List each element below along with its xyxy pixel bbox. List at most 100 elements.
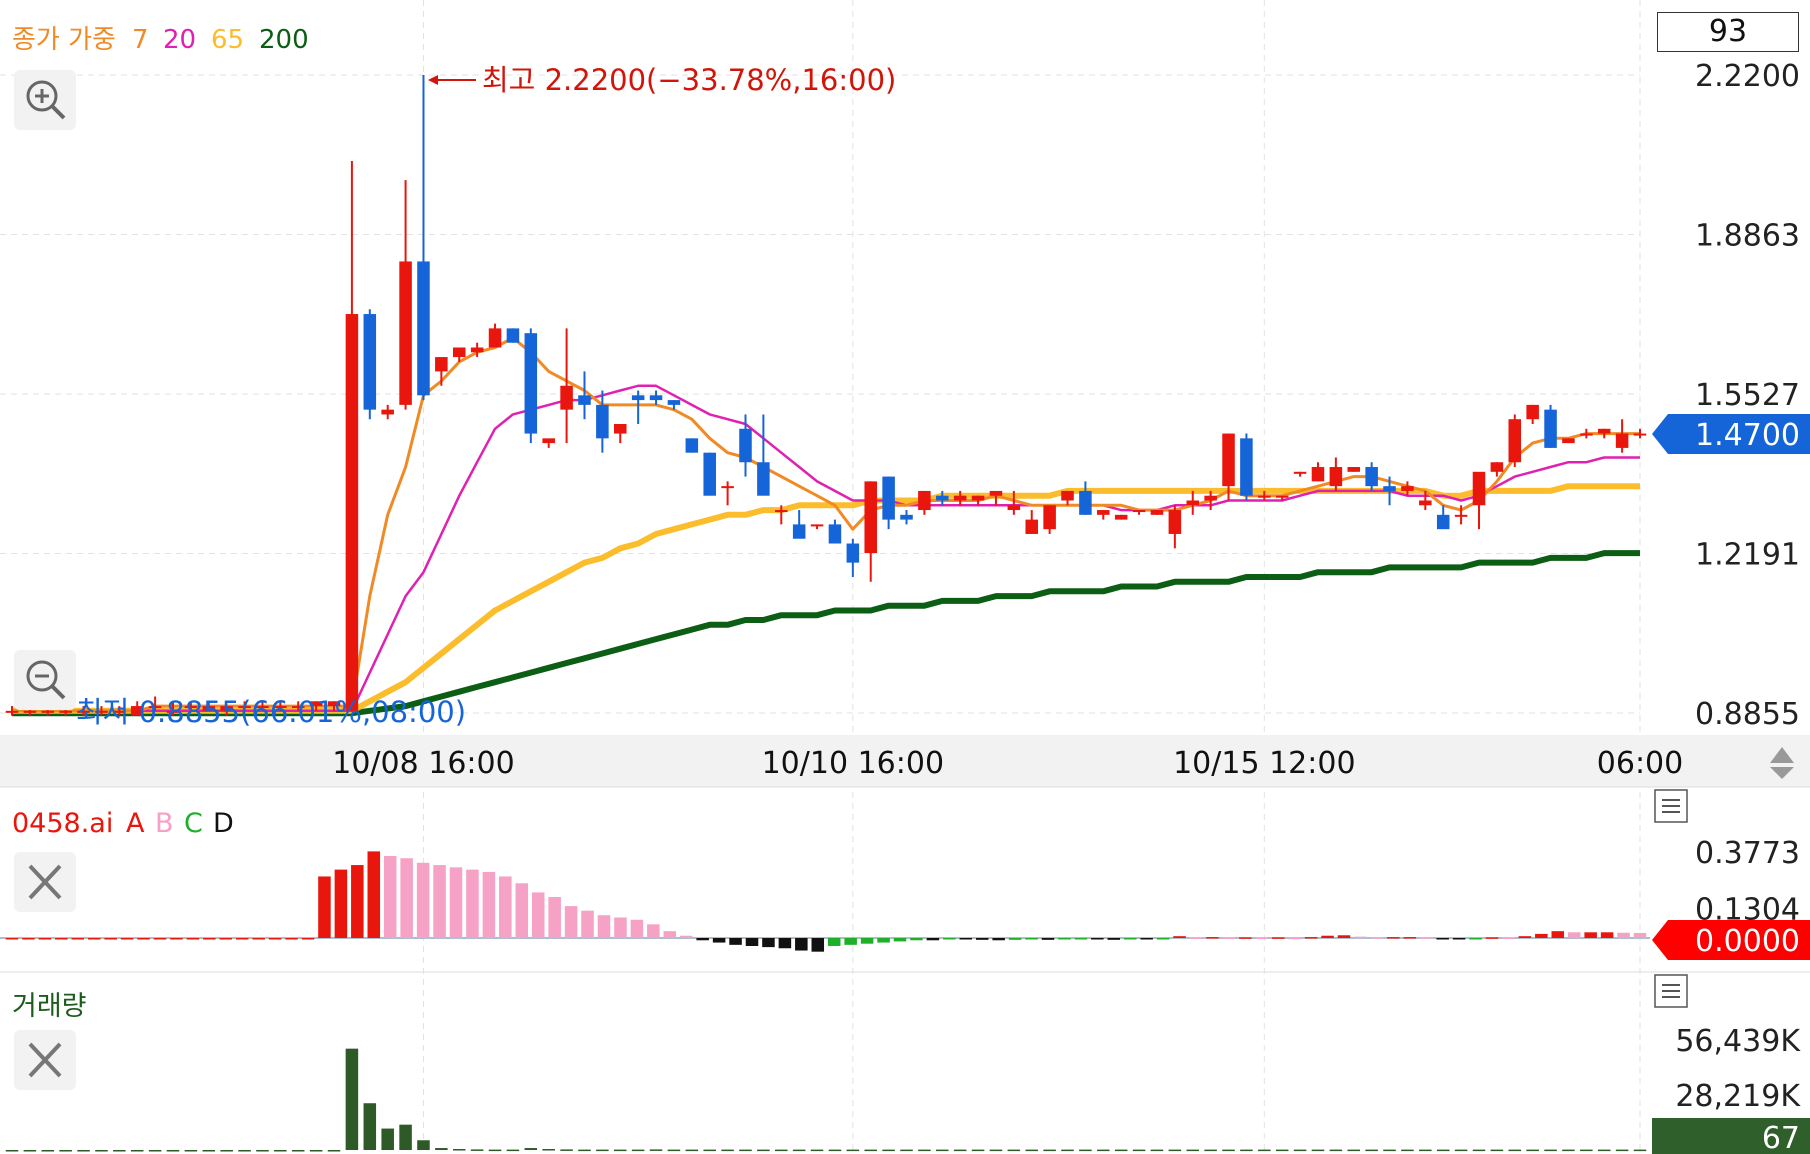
volume-bar xyxy=(1329,1149,1343,1152)
candle xyxy=(739,414,752,477)
candle-body xyxy=(202,706,216,711)
volume-bar xyxy=(882,1149,895,1152)
candle-body xyxy=(1562,438,1575,444)
candle-body xyxy=(59,710,72,713)
candle xyxy=(417,75,430,401)
candle xyxy=(1490,462,1504,477)
indicator-bar xyxy=(1156,938,1170,940)
indicator-bar xyxy=(1239,937,1252,939)
candle-body xyxy=(470,347,484,353)
candle xyxy=(936,490,949,506)
volume-bar xyxy=(1472,1149,1486,1152)
indicator-bar xyxy=(811,938,825,952)
candle xyxy=(5,706,19,716)
volume-bar xyxy=(721,1149,734,1152)
candle xyxy=(846,538,860,577)
candle-body xyxy=(989,490,1003,496)
candle xyxy=(1454,505,1468,525)
volume-bar xyxy=(1168,1149,1182,1152)
time-tick-label: 10/08 16:00 xyxy=(332,746,514,781)
volume-bar xyxy=(417,1140,430,1150)
volume-bar xyxy=(1401,1149,1414,1152)
indicator-name: 0458.ai xyxy=(12,808,113,839)
volume-menu-button[interactable] xyxy=(1654,974,1688,1008)
indicator-bar xyxy=(696,938,709,941)
time-tick-label: 06:00 xyxy=(1597,746,1683,781)
volume-bar xyxy=(1633,1149,1647,1152)
candle xyxy=(1401,481,1414,496)
indicator-bar xyxy=(1452,938,1466,940)
indicator-bar xyxy=(745,938,759,946)
price-box: 93 xyxy=(1657,12,1799,52)
indicator-close-button[interactable] xyxy=(14,852,76,912)
candle-body xyxy=(166,710,180,713)
indicator-bar xyxy=(87,938,101,940)
volume-bar xyxy=(685,1149,699,1152)
candle xyxy=(1007,490,1021,515)
candle xyxy=(1061,490,1074,506)
indicator-bar xyxy=(400,858,413,938)
indicator-menu-button[interactable] xyxy=(1654,789,1688,823)
zoom-in-button[interactable] xyxy=(14,70,76,130)
indicator-bar xyxy=(38,938,52,940)
volume-bar xyxy=(1365,1149,1378,1152)
volume-bar xyxy=(274,1150,287,1152)
volume-bar xyxy=(220,1150,233,1152)
indicator-bar xyxy=(910,938,923,941)
indicator-bar xyxy=(762,938,775,948)
candle-body xyxy=(1097,510,1110,515)
candle xyxy=(291,701,305,711)
volume-bar xyxy=(202,1150,216,1152)
candle xyxy=(1043,505,1056,534)
indicator-bar xyxy=(647,924,660,938)
volume-axis: 56,439K 28,219K xyxy=(1675,1024,1801,1114)
indicator-bar xyxy=(1469,938,1482,940)
candle-body xyxy=(631,395,645,401)
zoom-out-button[interactable] xyxy=(14,650,76,710)
candle-body xyxy=(1079,490,1092,515)
candle xyxy=(1347,467,1361,472)
candle-body xyxy=(1043,505,1056,530)
candle-body xyxy=(1293,471,1307,474)
volume-bar xyxy=(810,1149,824,1152)
indicator-bar xyxy=(1419,937,1433,939)
volume-bar xyxy=(542,1149,555,1151)
scroll-arrows[interactable] xyxy=(1770,747,1794,779)
candle xyxy=(596,390,609,453)
volume-close-button[interactable] xyxy=(14,1030,76,1090)
indicator-bar xyxy=(597,915,611,938)
candle-body xyxy=(1275,495,1289,498)
volume-bar xyxy=(1097,1149,1110,1152)
candle-body xyxy=(130,706,144,716)
volume-bar xyxy=(578,1149,591,1152)
candle-body xyxy=(291,706,305,709)
candle-body xyxy=(95,710,108,713)
indicator-bar xyxy=(433,865,446,938)
indicator-bar xyxy=(943,938,956,940)
volume-bar xyxy=(59,1150,72,1152)
candle xyxy=(971,495,985,506)
candle-body xyxy=(1258,495,1271,498)
indicator-bar xyxy=(1025,938,1038,940)
indicator-bar xyxy=(186,938,200,940)
indicator-bar xyxy=(219,938,233,940)
indicator-bar xyxy=(729,938,742,945)
candle xyxy=(614,423,627,444)
candle-body xyxy=(1347,467,1361,472)
indicator-bar xyxy=(104,938,117,940)
candle-body xyxy=(918,490,931,511)
candle xyxy=(1615,419,1629,453)
candle xyxy=(238,701,251,711)
candle-body xyxy=(953,495,967,501)
volume-bar xyxy=(1204,1149,1217,1152)
candle xyxy=(1132,510,1146,515)
candle xyxy=(989,490,1003,506)
volume-bar xyxy=(631,1149,645,1152)
candle-body xyxy=(792,524,806,539)
indicator-bar xyxy=(334,869,348,938)
indicator-bar xyxy=(663,931,677,938)
indicator-bar xyxy=(1502,937,1515,940)
volume-bar xyxy=(1490,1149,1504,1152)
volume-bar xyxy=(1454,1149,1468,1152)
